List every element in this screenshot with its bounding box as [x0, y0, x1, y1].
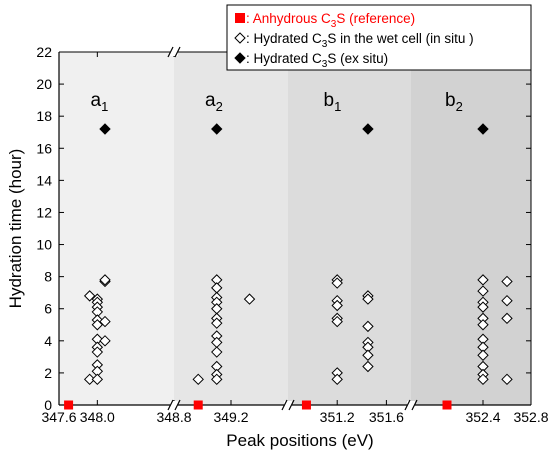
axis-break-mark: [167, 46, 174, 58]
segment-label: a1: [91, 90, 109, 114]
anhydrous-point: [64, 400, 74, 410]
in-situ-point: [192, 373, 204, 386]
axis-break-mark: [174, 46, 181, 58]
y-tick-label: 18: [36, 108, 52, 124]
y-tick-label: 6: [44, 301, 52, 317]
in-situ-point: [501, 294, 513, 307]
x-tick-label: 349.2: [213, 409, 248, 425]
in-situ-point: [99, 335, 111, 347]
axis-break-mark: [174, 399, 181, 411]
segment-background: [59, 52, 174, 405]
y-tick-label: 0: [44, 397, 52, 413]
legend-box: [226, 4, 532, 71]
ex-situ-point: [99, 123, 111, 135]
in-situ-point: [362, 293, 374, 305]
in-situ-point: [211, 346, 223, 358]
in-situ-point: [331, 373, 343, 386]
in-situ-point: [91, 373, 104, 386]
segment-label: b2: [445, 90, 463, 114]
in-situ-point: [477, 274, 489, 286]
x-tick-label: 347.6: [41, 409, 76, 425]
y-tick-label: 8: [44, 269, 52, 285]
axis-break-gap: [284, 401, 292, 409]
axis-break-gap: [407, 401, 415, 409]
segment-background: [288, 52, 411, 405]
in-situ-point: [477, 285, 489, 297]
in-situ-point: [331, 315, 343, 328]
legend-marker-anhydrous: [235, 13, 245, 23]
anhydrous-point: [193, 400, 203, 410]
in-situ-point: [91, 319, 104, 331]
in-situ-point: [83, 373, 96, 386]
y-tick-label: 22: [36, 44, 52, 60]
in-situ-point: [501, 312, 513, 325]
y-tick-label: 12: [36, 204, 52, 220]
in-situ-point: [362, 320, 374, 333]
ex-situ-point: [477, 123, 489, 135]
in-situ-point: [362, 349, 374, 361]
in-situ-point: [477, 349, 489, 361]
in-situ-point: [331, 299, 343, 312]
ex-situ-point: [362, 123, 374, 135]
axis-break-mark: [167, 399, 174, 411]
in-situ-point: [501, 373, 513, 386]
in-situ-point: [362, 360, 374, 373]
segment-background: [174, 52, 288, 405]
segment-label: a2: [205, 90, 223, 114]
in-situ-point: [501, 275, 513, 288]
y-tick-label: 14: [36, 172, 52, 188]
ex-situ-point: [211, 123, 223, 135]
y-tick-label: 16: [36, 140, 52, 156]
in-situ-point: [91, 346, 104, 358]
legend-marker-in-situ: [234, 32, 246, 44]
x-axis-label: Peak positions (eV): [226, 431, 373, 450]
in-situ-point: [99, 315, 111, 328]
in-situ-point: [211, 317, 223, 329]
legend-entry: : Anhydrous C3S (reference): [246, 11, 415, 30]
x-tick-label: 351.2: [320, 409, 355, 425]
x-tick-label: 351.6: [369, 409, 404, 425]
axis-break-mark: [288, 399, 295, 411]
in-situ-point: [99, 274, 111, 286]
in-situ-point: [477, 319, 489, 331]
in-situ-point: [477, 373, 489, 386]
x-tick-label: 352.8: [513, 409, 548, 425]
segment-background: [411, 52, 531, 405]
axis-break-gap: [170, 48, 178, 56]
axis-break-mark: [281, 399, 288, 411]
y-axis-label: Hydration time (hour): [6, 149, 25, 309]
anhydrous-point: [301, 400, 311, 410]
y-tick-label: 2: [44, 365, 52, 381]
in-situ-point: [211, 373, 223, 386]
anhydrous-point: [442, 400, 452, 410]
legend-entry: : Hydrated C3S (ex situ): [246, 51, 388, 70]
legend-marker-ex-situ: [234, 52, 246, 64]
y-tick-label: 20: [36, 76, 52, 92]
y-tick-label: 4: [44, 333, 52, 349]
y-tick-label: 10: [36, 237, 52, 253]
in-situ-point: [83, 290, 96, 302]
in-situ-point: [477, 301, 489, 313]
axis-break-gap: [170, 401, 178, 409]
x-tick-label: 348.8: [156, 409, 191, 425]
axis-break-mark: [411, 399, 418, 411]
x-tick-label: 352.4: [465, 409, 500, 425]
in-situ-point: [331, 277, 343, 289]
segment-label: b1: [324, 90, 342, 114]
in-situ-point: [243, 293, 256, 305]
x-tick-label: 348.0: [80, 409, 115, 425]
axis-break-mark: [404, 399, 411, 411]
legend-entry: : Hydrated C3S in the wet cell (in situ …: [246, 31, 474, 50]
legend: : Anhydrous C3S (reference): Hydrated C3…: [226, 4, 532, 71]
